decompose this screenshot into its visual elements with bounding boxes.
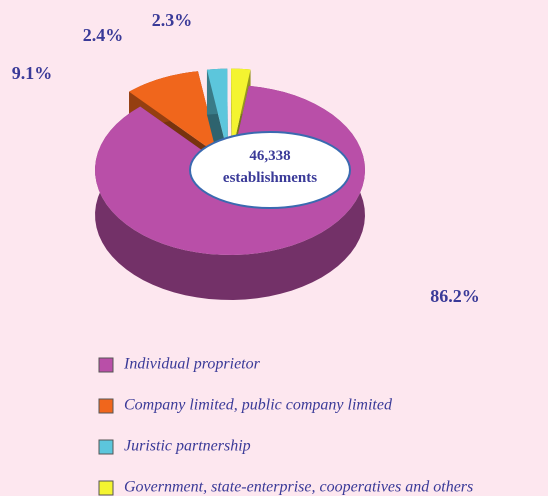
legend-label: Individual proprietor [123, 356, 261, 373]
legend-label: Juristic partnership [124, 438, 251, 455]
center-label-box [189, 131, 351, 209]
data-label: 9.1% [12, 63, 53, 83]
data-label: 2.4% [83, 25, 124, 45]
legend-label: Company limited, public company limited [124, 397, 393, 414]
legend-label: Government, state-enterprise, cooperativ… [124, 479, 473, 496]
slice-top [231, 68, 251, 154]
slice-top [129, 71, 219, 156]
data-label: 86.2% [430, 286, 480, 306]
legend-swatch [98, 480, 114, 496]
center-sublabel: establishments [223, 170, 317, 186]
legend-swatch [98, 357, 114, 373]
legend-swatch [98, 439, 114, 455]
data-label: 2.3% [152, 10, 193, 30]
center-label: 46,338 [249, 148, 290, 164]
slice-top [206, 68, 228, 154]
legend-swatch [98, 398, 114, 414]
